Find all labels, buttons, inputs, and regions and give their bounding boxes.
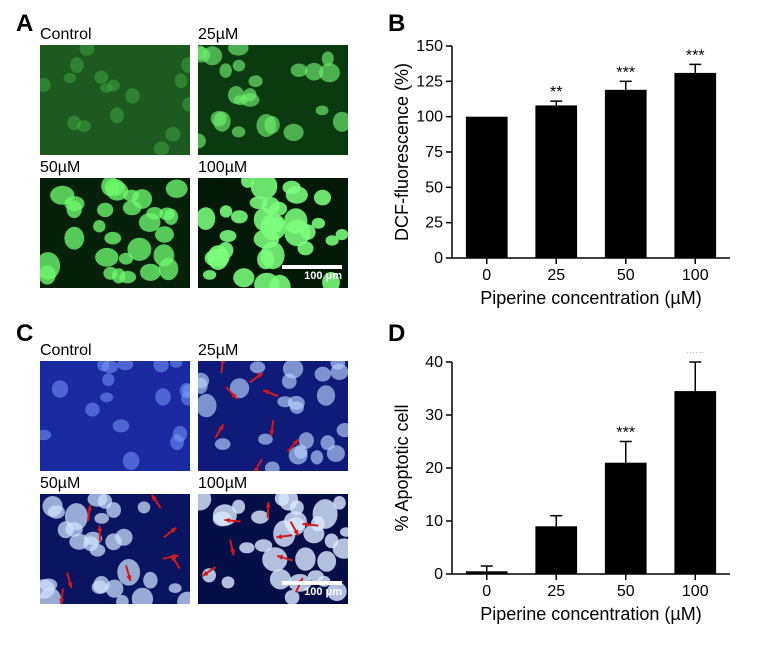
panel-b-bar-2 — [605, 90, 647, 258]
svg-text:30: 30 — [425, 407, 443, 424]
svg-text:DCF-fluorescence (%): DCF-fluorescence (%) — [392, 63, 412, 241]
svg-text:25: 25 — [547, 267, 565, 284]
panel-a-cell-2-label: 50µM — [40, 159, 190, 177]
panel-a-cell-0: Control — [40, 26, 190, 155]
panel-c-cell-3-label: 100µM — [198, 475, 348, 493]
svg-text:100: 100 — [682, 583, 709, 600]
panel-a-scalebar: 100 μm — [282, 265, 342, 282]
panel-b-bar-0 — [466, 117, 508, 258]
svg-text:10: 10 — [425, 513, 443, 530]
panel-b-bar-1 — [535, 105, 577, 258]
panel-c-cell-0-image — [40, 361, 190, 471]
panel-c-cell-1-image — [198, 361, 348, 471]
panel-a-cell-3-label: 100µM — [198, 159, 348, 177]
panel-d-chart: 0 10 20 30 40 0 25 *** 50 *** 100 % Apoptotic cell P… — [390, 352, 740, 632]
figure-root: A Control 25µM 50µM 100µM 100 μm B 0 25 50 75 10… — [10, 10, 747, 644]
panel-c-scalebar: 100 μm — [282, 581, 342, 598]
panel-d-bar-1 — [535, 526, 577, 574]
panel-c-cell-2-image — [40, 494, 190, 604]
svg-text:75: 75 — [425, 144, 443, 161]
svg-text:Piperine concentration (µM): Piperine concentration (µM) — [480, 288, 701, 308]
panel-a-cell-0-image — [40, 45, 190, 155]
svg-text:% Apoptotic cell: % Apoptotic cell — [392, 404, 412, 531]
svg-text:***: *** — [616, 64, 635, 81]
svg-text:125: 125 — [416, 73, 443, 90]
panel-a-cell-3-image: 100 μm — [198, 178, 348, 288]
svg-text:50: 50 — [617, 267, 635, 284]
svg-text:50: 50 — [617, 583, 635, 600]
svg-text:50: 50 — [425, 179, 443, 196]
panel-b-bar-3 — [674, 73, 716, 258]
svg-text:0: 0 — [434, 566, 443, 583]
svg-text:Piperine concentration (µM): Piperine concentration (µM) — [480, 604, 701, 624]
svg-text:100: 100 — [416, 109, 443, 126]
svg-text:150: 150 — [416, 38, 443, 55]
panel-c-grid: Control 25µM 50µM 100µM 100 μm — [40, 342, 348, 604]
svg-text:***: *** — [616, 425, 635, 442]
svg-text:40: 40 — [425, 354, 443, 371]
panel-c-cell-3-image: 100 μm — [198, 494, 348, 604]
panel-c-cell-0-label: Control — [40, 342, 190, 360]
panel-a-cell-1: 25µM — [198, 26, 348, 155]
svg-text:25: 25 — [425, 215, 443, 232]
panel-c-cell-1: 25µM — [198, 342, 348, 471]
panel-b-svg: 02550751001251500**25***50***100DCF-fluo… — [390, 36, 740, 316]
panel-c-cell-2-label: 50µM — [40, 475, 190, 493]
svg-text:0: 0 — [482, 267, 491, 284]
panel-c-cell-2: 50µM — [40, 475, 190, 604]
panel-d-svg: 0 10 20 30 40 0 25 *** 50 *** 100 % Apoptotic cell P… — [390, 352, 740, 632]
svg-text:100: 100 — [682, 267, 709, 284]
panel-d-bar-2 — [605, 463, 647, 574]
panel-a-label: A — [16, 10, 33, 38]
panel-c-cell-0: Control — [40, 342, 190, 471]
svg-text:0: 0 — [482, 583, 491, 600]
panel-d-label: D — [388, 320, 405, 348]
panel-d-bar-0 — [466, 571, 508, 574]
panel-a-cell-3: 100µM 100 μm — [198, 159, 348, 288]
svg-text:20: 20 — [425, 460, 443, 477]
panel-a-cell-2-image — [40, 178, 190, 288]
panel-c-cell-3: 100µM 100 μm — [198, 475, 348, 604]
panel-c-cell-1-label: 25µM — [198, 342, 348, 360]
panel-b-label: B — [388, 10, 405, 38]
panel-a-cell-1-label: 25µM — [198, 26, 348, 44]
panel-c-label: C — [16, 320, 33, 348]
panel-a-cell-2: 50µM — [40, 159, 190, 288]
panel-d-bar-3 — [674, 391, 716, 574]
svg-text:25: 25 — [547, 583, 565, 600]
svg-text:***: *** — [686, 352, 705, 362]
panel-a-cell-1-image — [198, 45, 348, 155]
panel-b-chart: 02550751001251500**25***50***100DCF-fluo… — [390, 36, 740, 316]
panel-a-grid: Control 25µM 50µM 100µM 100 μm — [40, 26, 348, 288]
svg-text:**: ** — [550, 84, 562, 101]
svg-text:0: 0 — [434, 250, 443, 267]
panel-a-cell-0-label: Control — [40, 26, 190, 44]
svg-text:***: *** — [686, 47, 705, 64]
